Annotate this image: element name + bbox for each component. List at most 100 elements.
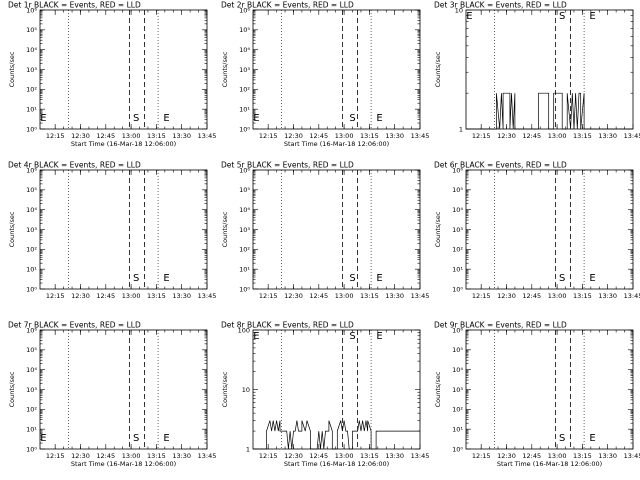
x-tick-label: 12:30 [71, 452, 90, 460]
event-marker: S [559, 433, 565, 444]
panel-title: Det 2r BLACK = Events, RED = LLD [221, 1, 354, 10]
x-tick-label: 13:00 [335, 132, 354, 140]
x-tick-label: 13:15 [573, 452, 592, 460]
x-tick-label: 12:15 [472, 132, 491, 140]
y-tick-label: 10⁰ [239, 285, 250, 293]
y-tick-label: 10⁶ [26, 326, 37, 334]
x-tick-label: 13:30 [385, 132, 404, 140]
event-marker: S [349, 113, 355, 124]
y-tick-label: 10¹ [26, 425, 37, 433]
y-tick-label: 10⁰ [26, 285, 37, 293]
x-tick-label: 13:45 [198, 292, 217, 300]
events-series-line [466, 92, 633, 130]
y-tick-label: 10³ [452, 226, 463, 234]
panel-det-7: Det 7r BLACK = Events, RED = LLD 10⁰ 10¹ 10… [8, 321, 216, 469]
x-tick-label: 13:15 [147, 452, 166, 460]
x-tick-label: 13:30 [598, 292, 617, 300]
event-marker: S [559, 273, 565, 284]
x-tick-label: 12:30 [284, 132, 303, 140]
x-tick-label: 12:45 [309, 452, 328, 460]
y-axis-label: Counts/sec [434, 211, 442, 247]
y-tick-label: 10¹ [452, 425, 463, 433]
y-tick-label: 10² [452, 246, 463, 254]
y-axis-label: Counts/sec [434, 51, 442, 87]
y-tick-label: 10¹ [239, 265, 250, 273]
x-tick-label: 13:15 [573, 292, 592, 300]
x-tick-label: 12:45 [309, 292, 328, 300]
plot-frame [39, 169, 208, 290]
panel-det-8: Det 8r BLACK = Events, RED = LLD 1 10 100 12… [221, 321, 429, 469]
x-tick-label: 13:45 [198, 132, 217, 140]
y-tick-label: 10⁰ [26, 125, 37, 133]
event-marker: S [133, 273, 139, 284]
y-axis-label: Counts/sec [8, 371, 16, 407]
y-tick-label: 10¹ [452, 265, 463, 273]
y-tick-label: 10⁵ [26, 346, 37, 354]
y-tick-label: 10¹ [26, 105, 37, 113]
x-tick-label: 13:45 [624, 452, 640, 460]
x-tick-label: 12:30 [497, 132, 516, 140]
panel-title: Det 9r BLACK = Events, RED = LLD [434, 321, 567, 330]
y-tick-label: 10⁶ [239, 166, 250, 174]
panel-title: Det 3r BLACK = Events, RED = LLD [434, 1, 567, 10]
x-tick-label: 13:15 [573, 132, 592, 140]
y-tick-label: 10⁶ [452, 326, 463, 334]
x-tick-label: 13:30 [172, 292, 191, 300]
x-axis-label: Start Time (16-Mar-18 12:06:00) [71, 460, 176, 468]
x-tick-label: 12:30 [284, 292, 303, 300]
x-tick-label: 13:45 [411, 452, 430, 460]
event-marker: E [376, 113, 382, 124]
plot-frame [252, 9, 421, 130]
panel-title: Det 5r BLACK = Events, RED = LLD [221, 161, 354, 170]
x-tick-label: 12:15 [472, 292, 491, 300]
x-tick-label: 13:00 [548, 452, 567, 460]
event-marker: E [253, 113, 259, 124]
x-tick-label: 13:00 [335, 292, 354, 300]
x-tick-label: 12:15 [472, 452, 491, 460]
y-axis-label: Counts/sec [434, 371, 442, 407]
x-tick-label: 13:00 [122, 292, 141, 300]
y-tick-label: 1 [246, 445, 250, 453]
y-axis-label: Counts/sec [221, 211, 229, 247]
x-tick-label: 12:45 [96, 132, 115, 140]
y-tick-label: 10⁵ [239, 186, 250, 194]
x-tick-label: 13:15 [147, 292, 166, 300]
event-marker: E [376, 331, 382, 342]
event-marker: E [253, 331, 259, 342]
y-tick-label: 10⁴ [452, 206, 463, 214]
y-tick-label: 10 [455, 6, 463, 14]
x-tick-label: 12:15 [259, 292, 278, 300]
x-tick-label: 13:15 [147, 132, 166, 140]
plot-frame [252, 169, 421, 290]
y-tick-label: 100 [238, 326, 250, 334]
plot-frame [39, 329, 208, 450]
event-marker: E [40, 113, 46, 124]
x-tick-label: 12:15 [46, 292, 65, 300]
event-marker: E [163, 113, 169, 124]
x-tick-label: 13:45 [411, 132, 430, 140]
x-tick-label: 13:45 [198, 452, 217, 460]
panel-det-2: Det 2r BLACK = Events, RED = LLD 10⁰ 10¹ 10… [221, 1, 429, 149]
event-marker: E [163, 433, 169, 444]
y-tick-label: 10⁶ [452, 166, 463, 174]
x-tick-label: 12:30 [284, 452, 303, 460]
y-tick-label: 10³ [452, 386, 463, 394]
event-marker: E [589, 11, 595, 22]
x-axis-label: Start Time (16-Mar-18 12:06:00) [497, 460, 602, 468]
y-tick-label: 10³ [26, 226, 37, 234]
x-tick-label: 13:30 [598, 132, 617, 140]
y-tick-label: 10⁵ [26, 26, 37, 34]
x-tick-label: 13:30 [172, 452, 191, 460]
x-tick-label: 13:00 [335, 452, 354, 460]
x-tick-label: 12:45 [522, 132, 541, 140]
x-tick-label: 13:00 [548, 132, 567, 140]
y-tick-label: 10⁴ [239, 46, 250, 54]
x-tick-label: 13:00 [122, 132, 141, 140]
y-tick-label: 10⁵ [452, 186, 463, 194]
event-marker: S [133, 433, 139, 444]
x-tick-label: 12:30 [497, 452, 516, 460]
event-marker: E [466, 11, 472, 22]
panel-title: Det 4r BLACK = Events, RED = LLD [8, 161, 141, 170]
y-tick-label: 10 [242, 386, 250, 394]
